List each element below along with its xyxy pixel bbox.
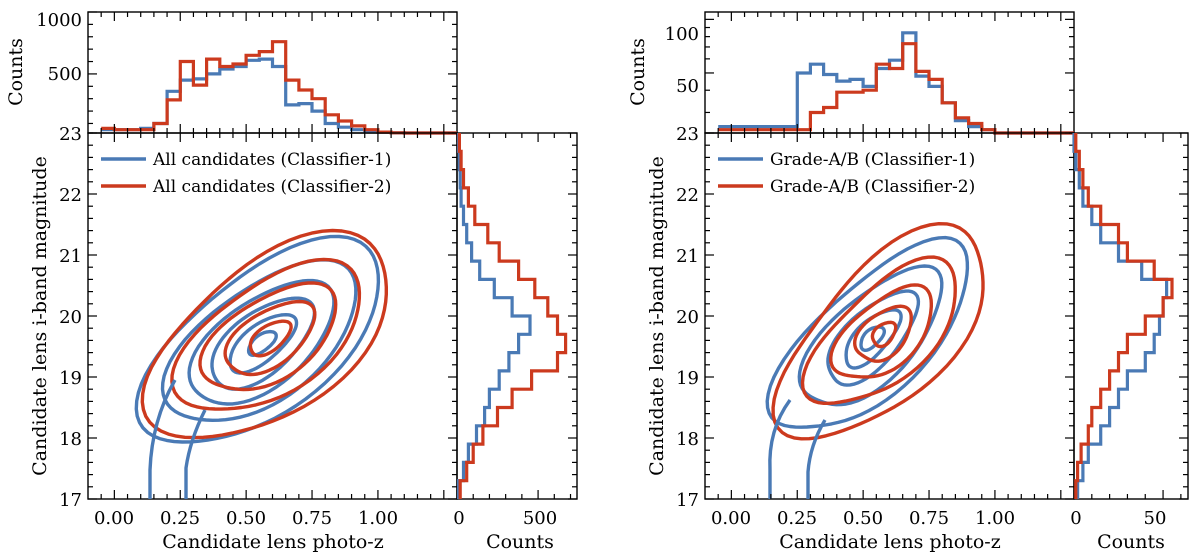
right-contours [765,222,985,499]
contour-series-2-level-4 [170,257,362,411]
right-top-ytick-23: 23 [676,124,699,145]
left-top-ylabel: Counts [5,38,27,106]
left-xtick-0.75: 0.75 [292,508,332,529]
contour-series-2-level-5 [140,228,388,440]
contour-series-2-level-2 [853,304,913,363]
contour-series-1-level-2 [228,313,299,375]
contour-tail-2 [184,409,207,499]
left-top-ytick-500: 500 [48,64,82,85]
left-top-ytick-1000: 1000 [36,10,82,31]
right-ytick-18: 18 [676,429,699,450]
right-top-ylabel: Counts [627,38,649,106]
left-legend-label-2: All candidates (Classifier-2) [152,177,391,197]
contour-series-2-level-1 [248,319,293,358]
left-ytick-21: 21 [59,246,82,267]
left-top-ytick-23: 23 [59,124,82,145]
right-xtick-0.00: 0.00 [711,508,751,529]
left-right-hist-frame [456,132,578,500]
right-xtick-0.75: 0.75 [909,508,949,529]
right-right-hist-frame [1073,132,1189,500]
left-ylabel: Candidate lens i-band magnitude [29,156,51,476]
left-ytick-18: 18 [59,429,82,450]
contour-series-2-level-4 [800,255,957,405]
right-ytick-19: 19 [676,368,699,389]
contour-series-1-level-1 [246,329,278,357]
right-top-hist-frame [704,11,1075,134]
left-top-hist-series-2 [101,40,457,135]
right-ylabel: Candidate lens i-band magnitude [646,156,668,476]
contour-tail-1 [148,379,177,499]
contour-tail-2 [806,419,827,499]
contour-series-1-level-4 [187,278,336,406]
contour-series-1-level-5 [765,235,970,429]
left-contours [134,228,388,499]
right-right-xtick-50: 50 [1144,508,1167,529]
contour-series-2-level-3 [198,281,338,392]
left-xtick-0.25: 0.25 [160,508,200,529]
left-xtick-1.00: 1.00 [358,508,398,529]
left-ytick-19: 19 [59,368,82,389]
right-main-ticks [705,12,1188,500]
left-ytick-17: 17 [59,490,82,511]
right-top-ytick-100: 100 [665,24,699,45]
right-top-ytick-50: 50 [676,76,699,97]
left-legend: All candidates (Classifier-1) All candid… [101,150,391,197]
left-top-hist: 1000 500 23 Counts [5,10,458,145]
left-right-hist-series-1 [457,133,532,499]
contour-series-1-level-1 [859,325,886,352]
left-right-hist: 0 500 Counts [453,132,578,553]
right-ytick-22: 22 [676,185,699,206]
right-main-panel: Grade-A/B (Classifier-1) Grade-A/B (Clas… [646,12,1188,553]
left-main-panel: All candidates (Classifier-1) All candid… [29,11,577,553]
left-xtick-0.00: 0.00 [94,508,134,529]
right-right-hist: 0 50 Counts [1070,132,1189,553]
right-ytick-20: 20 [676,307,699,328]
left-legend-label-1: All candidates (Classifier-1) [152,150,391,170]
left-xlabel: Candidate lens photo-z [162,531,383,553]
right-right-xlabel: Counts [1097,531,1165,553]
right-xtick-1.00: 1.00 [975,508,1015,529]
left-right-xtick-500: 500 [523,508,557,529]
right-xlabel: Candidate lens photo-z [779,531,1000,553]
right-ytick-21: 21 [676,246,699,267]
right-xtick-0.50: 0.50 [843,508,883,529]
contour-series-1-level-6 [134,234,381,444]
left-ytick-20: 20 [59,307,82,328]
left-panel: 1000 500 23 Counts All candidates (Class… [5,10,578,553]
right-legend-label-1: Grade-A/B (Classifier-1) [770,150,975,170]
right-xtick-0.25: 0.25 [777,508,817,529]
right-legend-label-2: Grade-A/B (Classifier-2) [770,177,975,197]
contour-series-2-level-3 [829,283,933,379]
left-ytick-22: 22 [59,185,82,206]
left-xtick-0.50: 0.50 [226,508,266,529]
right-top-hist-series-2 [718,42,1074,135]
contour-tail-1 [768,398,792,499]
contour-series-2-level-5 [771,222,985,441]
left-right-xtick-0: 0 [453,508,464,529]
left-main-ticks [88,11,577,500]
contour-series-2-level-2 [223,299,317,377]
right-top-hist-series-1 [718,31,1074,135]
right-panel: 100 50 23 Counts Grade-A/B (Classifier-1… [627,11,1189,553]
left-right-xlabel: Counts [486,531,554,553]
right-top-hist: 100 50 23 Counts [627,11,1075,145]
right-right-xtick-0: 0 [1070,508,1081,529]
right-right-hist-series-2 [1074,133,1174,499]
left-right-hist-series-2 [457,133,568,499]
right-legend: Grade-A/B (Classifier-1) Grade-A/B (Clas… [718,150,975,197]
left-top-hist-frame [87,11,458,134]
right-ytick-17: 17 [676,490,699,511]
contour-series-2-level-1 [870,320,898,349]
